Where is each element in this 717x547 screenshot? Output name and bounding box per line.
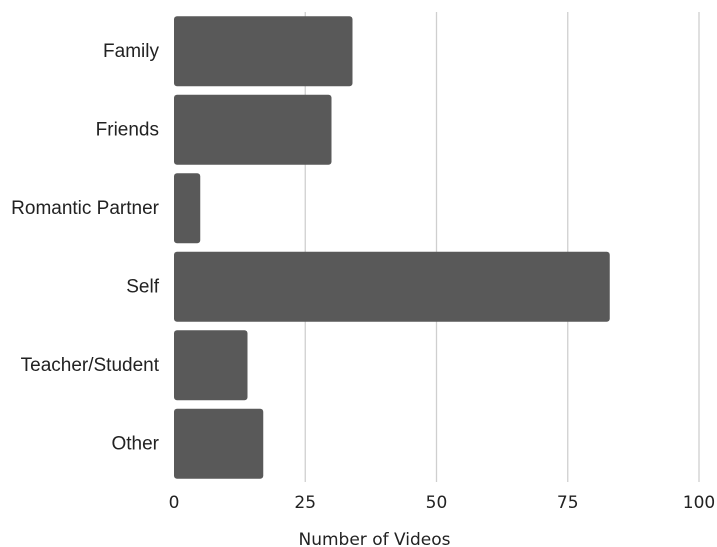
x-tick-label-25: 25 <box>294 493 316 513</box>
category-label-family: Family <box>103 41 159 62</box>
category-label-friends: Friends <box>96 119 159 140</box>
gridlines <box>304 12 700 482</box>
category-label-self: Self <box>126 276 159 297</box>
category-label-teacher-student: Teacher/Student <box>21 355 160 376</box>
bar-friends <box>174 94 332 165</box>
bar-family <box>174 16 353 87</box>
bar-teacher-student <box>174 330 248 401</box>
x-tick-label-75: 75 <box>557 493 579 513</box>
bar-romantic-partner <box>174 173 201 244</box>
bar-other <box>174 408 264 479</box>
category-labels: Family Friends Romantic Partner Self Teacher… <box>11 41 160 455</box>
x-tick-label-0: 0 <box>169 493 180 513</box>
bar-self <box>174 251 610 322</box>
x-tick-label-100: 100 <box>683 493 715 513</box>
category-label-romantic-partner: Romantic Partner <box>11 198 160 219</box>
x-axis-title: Number of Videos <box>299 530 451 547</box>
x-tick-label-50: 50 <box>426 493 448 513</box>
category-label-other: Other <box>111 433 159 454</box>
x-tick-labels: 0 25 50 75 100 <box>169 493 716 513</box>
bars <box>174 16 610 479</box>
